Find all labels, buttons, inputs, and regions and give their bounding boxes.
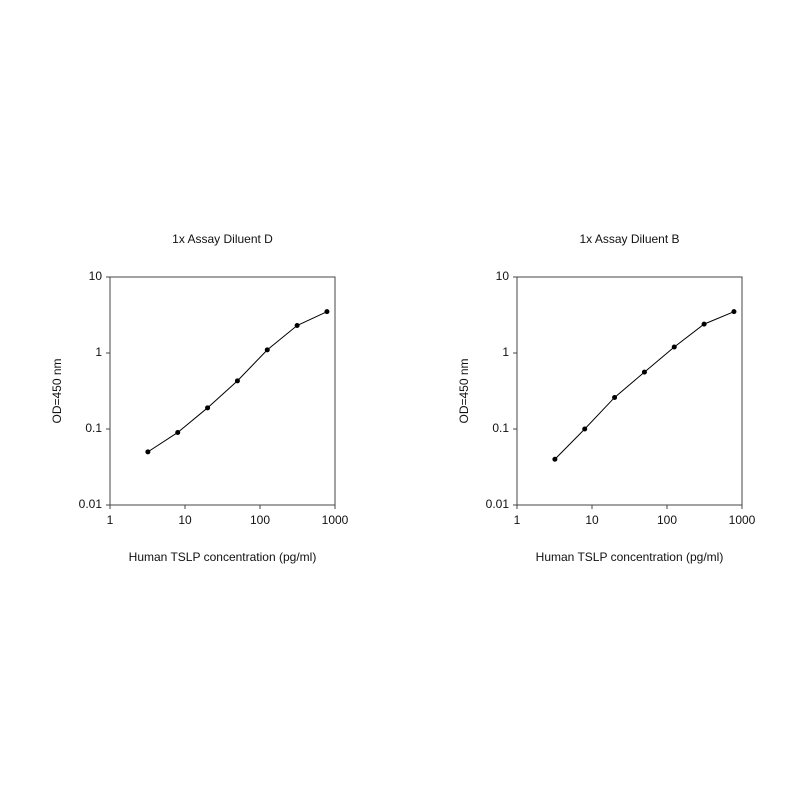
data-point <box>175 429 181 435</box>
y-tick-label: 0.1 <box>85 421 102 435</box>
data-point <box>234 378 240 384</box>
y-tick-label: 0.01 <box>486 497 510 511</box>
x-tick-label: 1 <box>514 513 521 527</box>
chart-title: 1x Assay Diluent D <box>172 232 273 246</box>
y-tick-label: 1 <box>95 345 102 359</box>
data-point <box>552 456 558 462</box>
y-tick-label: 10 <box>89 269 103 283</box>
x-tick-label: 10 <box>585 513 599 527</box>
data-line <box>554 311 735 460</box>
data-point <box>701 321 707 327</box>
y-tick-label: 0.01 <box>79 497 103 511</box>
data-point <box>264 347 270 353</box>
x-tick-label: 1000 <box>322 513 349 527</box>
plot-frame <box>109 276 336 506</box>
y-tick-label: 1 <box>502 345 509 359</box>
x-tick-label: 100 <box>250 513 270 527</box>
x-tick-label: 1 <box>107 513 114 527</box>
data-point <box>145 449 151 455</box>
data-point <box>612 394 618 400</box>
x-axis-label: Human TSLP concentration (pg/ml) <box>129 550 317 564</box>
x-tick-label: 100 <box>657 513 677 527</box>
data-point <box>731 309 737 315</box>
data-point <box>294 323 300 329</box>
data-point <box>671 344 677 350</box>
y-tick-label: 10 <box>496 269 510 283</box>
y-tick-label: 0.1 <box>492 421 509 435</box>
chart-title: 1x Assay Diluent B <box>579 232 679 246</box>
x-tick-label: 1000 <box>729 513 756 527</box>
x-tick-label: 10 <box>178 513 192 527</box>
data-point <box>324 309 330 315</box>
plot-frame <box>516 276 743 506</box>
data-point <box>205 405 211 411</box>
y-axis-label: OD=450 nm <box>457 358 471 423</box>
data-point <box>641 369 647 375</box>
data-point <box>582 426 588 432</box>
y-axis-label: OD=450 nm <box>50 358 64 423</box>
x-axis-label: Human TSLP concentration (pg/ml) <box>536 550 724 564</box>
